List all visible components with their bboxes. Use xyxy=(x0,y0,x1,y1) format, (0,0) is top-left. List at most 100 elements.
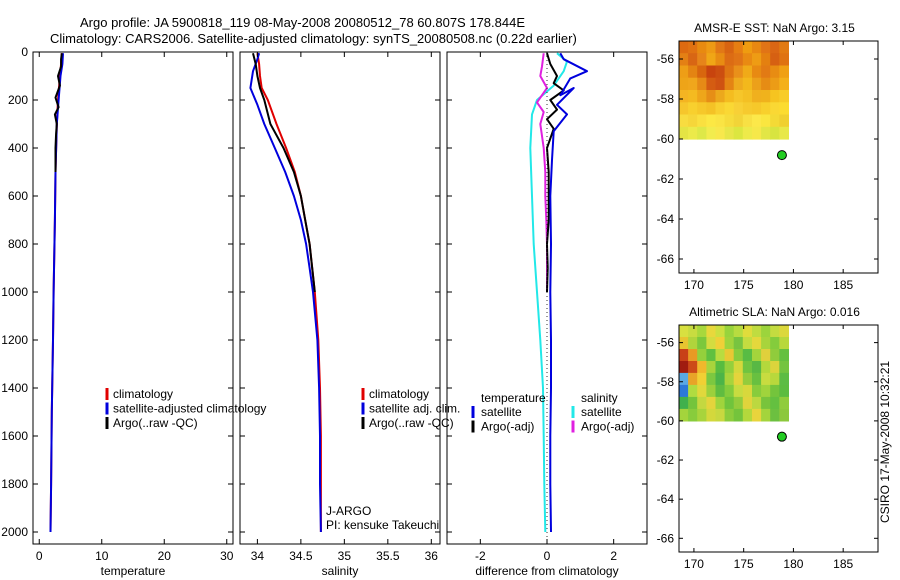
field-cell xyxy=(697,65,707,79)
field-cell xyxy=(724,384,735,398)
side-timestamp-label: CSIRO 17-May-2008 10:32:21 xyxy=(878,361,892,523)
series-line-satellite-adj-clim xyxy=(249,52,322,533)
field-cell xyxy=(715,384,726,398)
field-cell xyxy=(706,337,717,350)
field-cell xyxy=(770,349,780,362)
map-title: Altimetric SLA: NaN Argo: 0.016 xyxy=(689,305,860,319)
field-cell xyxy=(706,102,717,116)
field-cell xyxy=(742,53,753,67)
field-cell xyxy=(679,372,689,386)
series-line-argo-raw-qc xyxy=(53,53,63,172)
field-cell xyxy=(742,337,753,350)
field-cell xyxy=(761,408,771,422)
field-cell xyxy=(688,337,698,350)
field-cell xyxy=(679,41,689,54)
field-cell xyxy=(724,65,735,79)
map-frame xyxy=(678,40,879,274)
field-cell xyxy=(779,77,789,91)
field-cell xyxy=(688,408,698,422)
field-cell xyxy=(688,126,698,140)
series-line-satellite-adjusted-climatology xyxy=(49,53,64,533)
field-cell xyxy=(733,126,744,140)
field-cell xyxy=(770,126,780,140)
field-cell xyxy=(724,372,735,386)
field-cell xyxy=(770,65,780,79)
x-tick-label: 36 xyxy=(425,549,439,563)
x-tick-label: 35.5 xyxy=(376,549,400,563)
field-cell xyxy=(733,408,744,422)
field-cell xyxy=(697,53,707,67)
field-cell xyxy=(742,325,753,338)
field-cell xyxy=(752,114,762,128)
series-line-salinity-argo-adj xyxy=(536,53,548,292)
legend-label-climatology: climatology xyxy=(113,387,173,401)
series-line-temperature-argo-adj xyxy=(546,52,565,293)
y-tick-label: 400 xyxy=(8,141,28,155)
field-cell xyxy=(770,41,780,54)
x-tick-label: -2 xyxy=(475,549,486,563)
note-text-j-argo: J-ARGO xyxy=(326,504,371,518)
field-cell xyxy=(688,41,698,54)
field-cell xyxy=(733,384,744,398)
y-tick-label: 1000 xyxy=(1,285,28,299)
field-cell xyxy=(706,396,717,410)
series-line-climatology xyxy=(256,53,322,532)
sst-map-panel: 170 175 180 185 -56 -58 -60 -62 -64 -66 AMSR-E SST… xyxy=(657,21,879,292)
y-tick-label: 1200 xyxy=(1,333,28,347)
field-cell xyxy=(706,90,717,103)
field-cell xyxy=(770,102,780,116)
field-cell xyxy=(715,114,726,128)
field-cell xyxy=(770,337,780,350)
legend-label-temperature-satellite: satellite xyxy=(481,405,522,419)
x-tick-label: 0 xyxy=(36,549,43,563)
field-cell xyxy=(715,349,726,362)
y-tick-label: -60 xyxy=(657,132,675,146)
field-cell xyxy=(752,77,762,91)
field-cell xyxy=(706,65,717,79)
field-cell xyxy=(706,361,717,374)
field-cell xyxy=(779,361,789,374)
field-cell xyxy=(697,372,707,386)
field-cell xyxy=(697,349,707,362)
field-cell xyxy=(679,337,689,350)
field-cell xyxy=(779,114,789,128)
field-cell xyxy=(761,337,771,350)
y-tick-label: 800 xyxy=(8,237,28,251)
series-line-salinity-satellite xyxy=(529,52,568,533)
field-cell xyxy=(752,396,762,410)
y-tick-label: -56 xyxy=(657,336,675,350)
header-line-1: Argo profile: JA 5900818_119 08-May-2008… xyxy=(80,15,525,30)
field-cell xyxy=(688,90,698,103)
field-cell xyxy=(724,396,735,410)
field-cell xyxy=(752,325,762,338)
field-cell xyxy=(779,325,789,338)
field-cell xyxy=(742,126,753,140)
field-cell xyxy=(733,65,744,79)
field-cell xyxy=(706,126,717,140)
field-cell xyxy=(697,126,707,140)
x-tick-label: 180 xyxy=(783,557,803,571)
x-tick-label: 30 xyxy=(220,549,234,563)
field-cell xyxy=(706,53,717,67)
field-cell xyxy=(733,372,744,386)
field-cell xyxy=(706,77,717,91)
field-cell xyxy=(761,384,771,398)
sla-map-panel: 170 175 180 185 -56 -58 -60 -62 -64 -66 Altimetric… xyxy=(657,305,879,571)
field-cell xyxy=(779,102,789,116)
field-cell xyxy=(706,372,717,386)
x-tick-label: 0 xyxy=(544,549,551,563)
field-cell xyxy=(679,361,689,374)
temperature-panel: 0 10 20 30 0 200 400 600 800 1000 1200 1400 1600 1800… xyxy=(1,45,266,578)
field-cell xyxy=(715,325,726,338)
field-cell xyxy=(733,90,744,103)
field-cell xyxy=(752,408,762,422)
field-cell xyxy=(688,114,698,128)
field-cell xyxy=(733,77,744,91)
x-axis-label: temperature xyxy=(101,564,166,578)
field-cell xyxy=(724,337,735,350)
legend-label-salinity-satellite: satellite xyxy=(581,405,622,419)
field-cell xyxy=(742,384,753,398)
argo-position-marker xyxy=(776,150,787,161)
field-cell xyxy=(733,325,744,338)
